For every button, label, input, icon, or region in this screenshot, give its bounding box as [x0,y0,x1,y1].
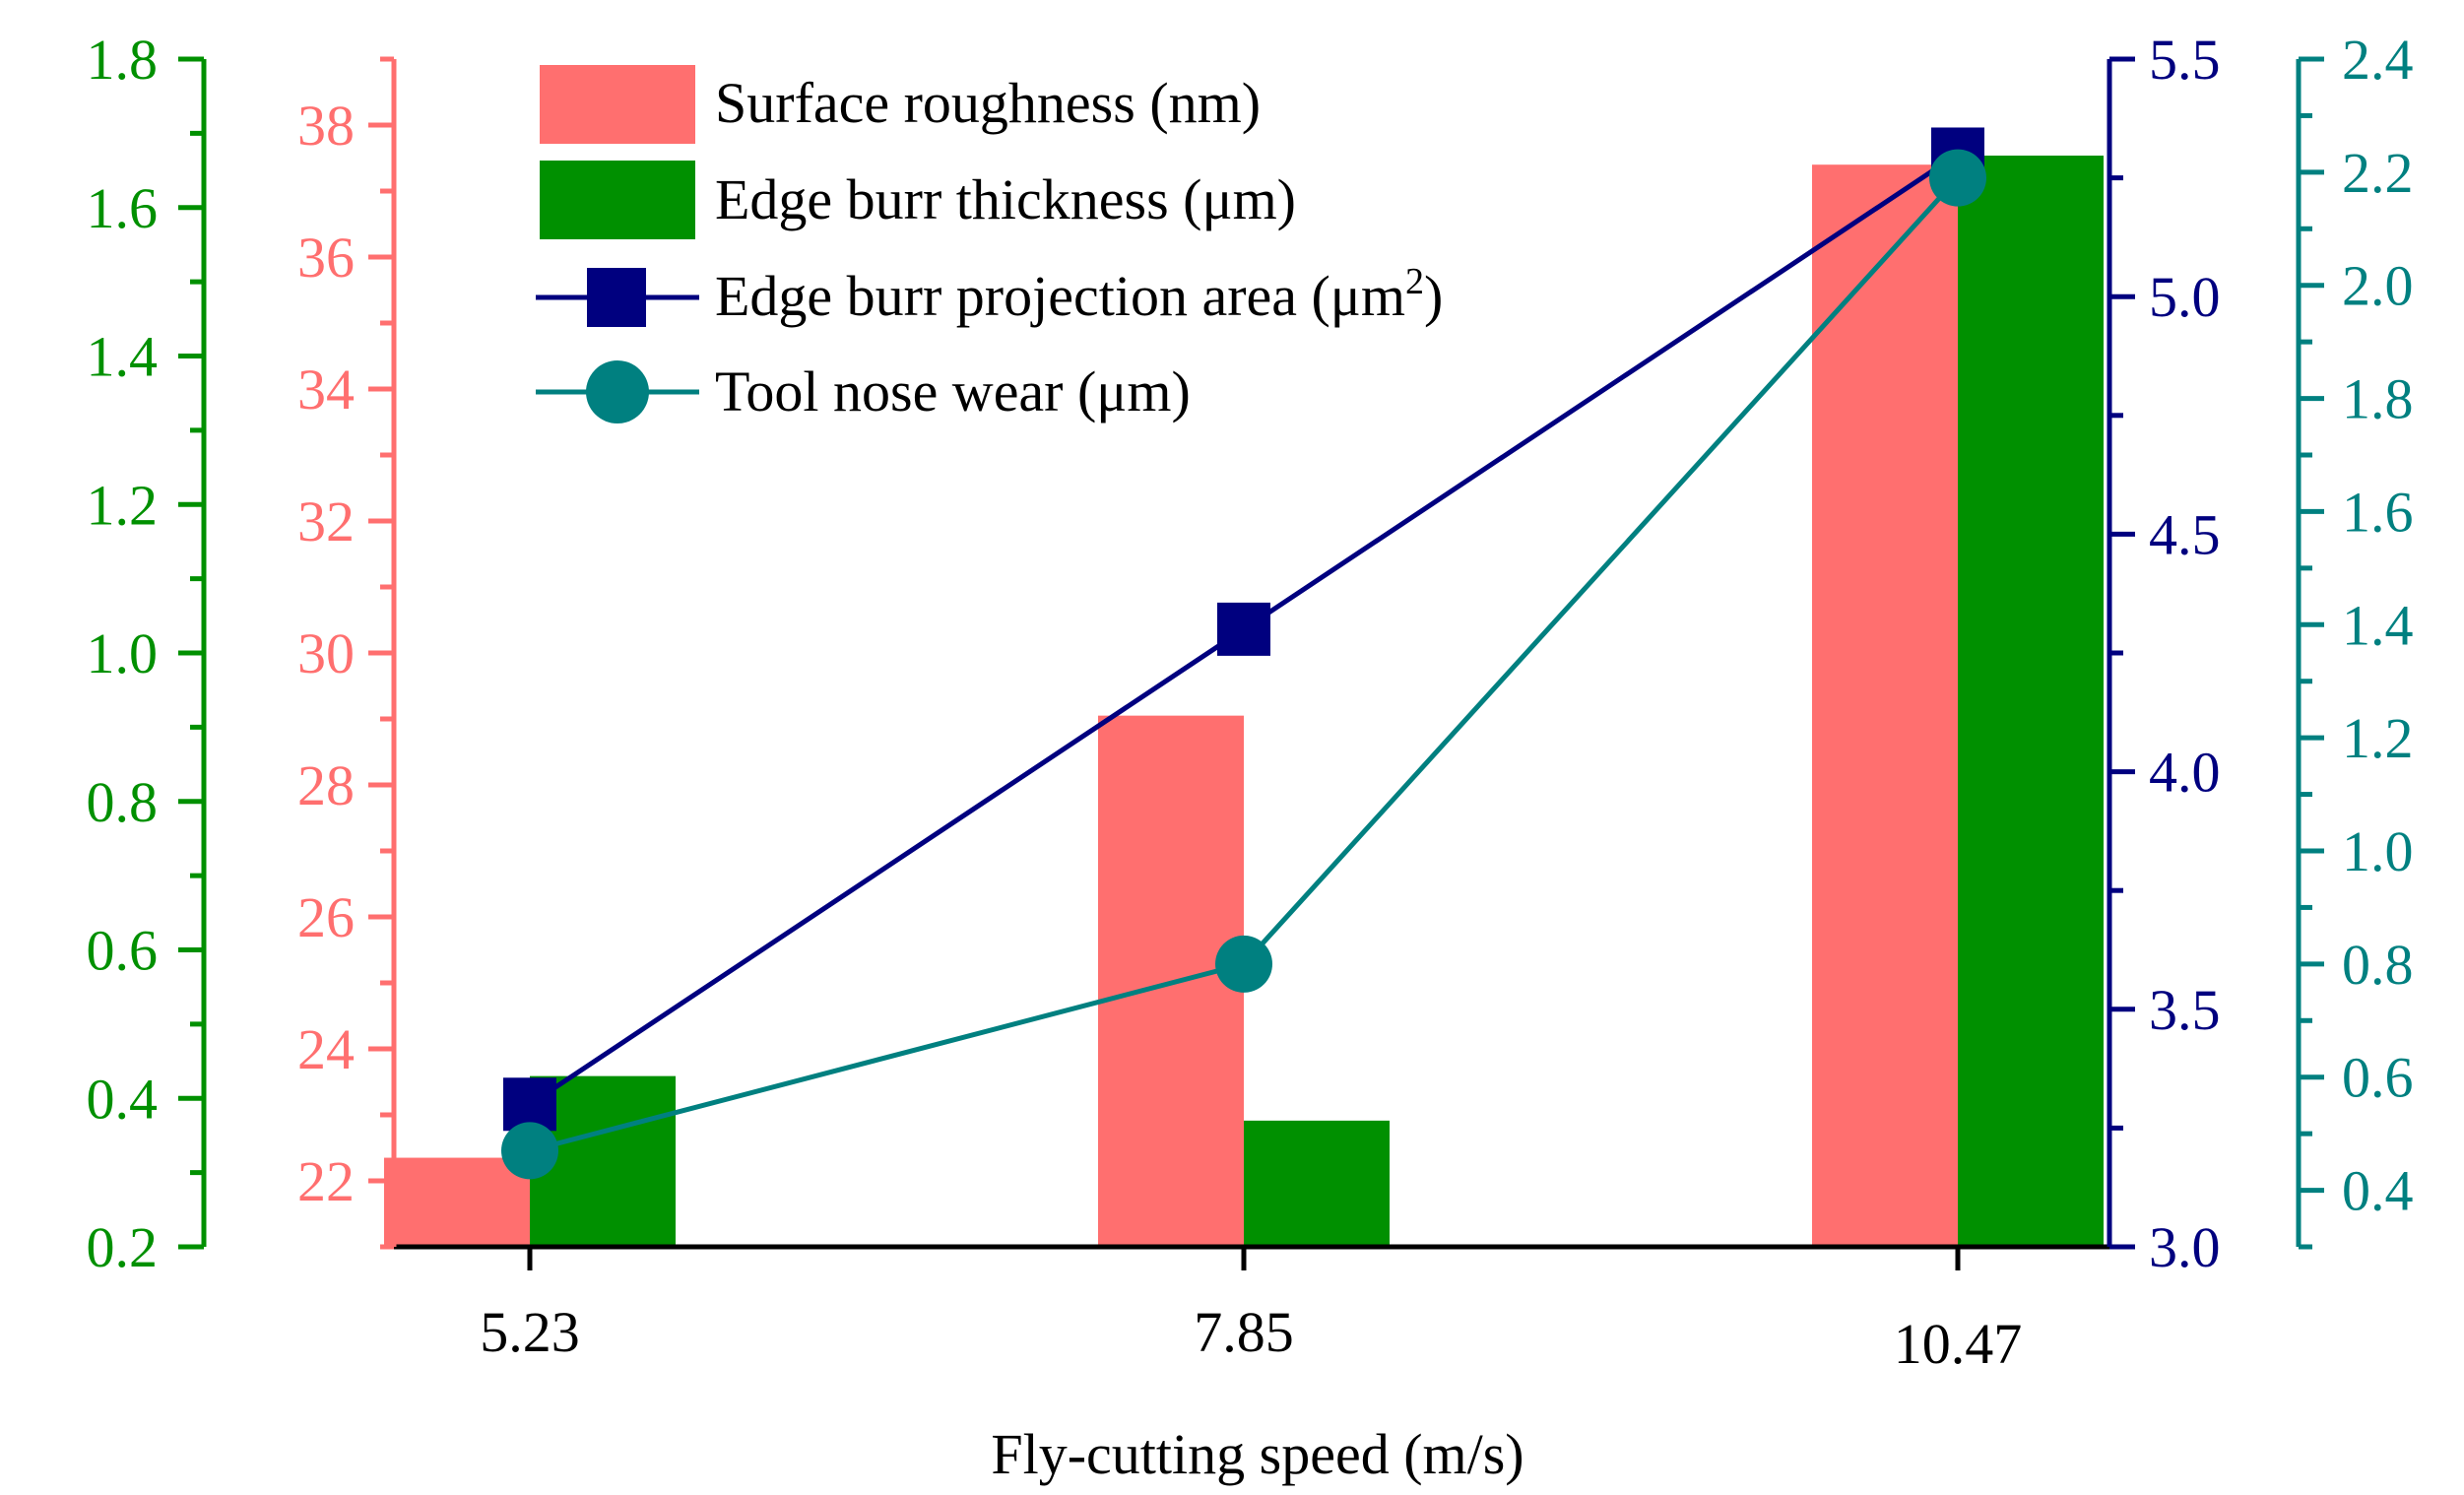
y-tick-label-burr_thickness: 0.4 [87,1067,159,1131]
legend-marker-square [587,268,646,327]
legend-swatch-burr-thickness [540,161,695,239]
y-tick-label-roughness: 38 [297,94,355,158]
y-tick-label-roughness: 26 [297,885,355,949]
y-tick-label-roughness: 36 [297,226,355,290]
point-nose-wear-7.85 [1215,935,1272,993]
y-tick-label-projection_area: 5.5 [2149,28,2221,92]
legend-label-projection-area: Edge burr projection area (μm2) [715,261,1443,328]
axes-layer: 5.23 7.85 10.47 0.2 0.4 0.6 0.8 1.0 1.2 1.4 1.6 1.8… [87,28,2414,1376]
y-tick-label-burr_thickness: 1.8 [87,28,159,92]
y-tick-label-burr_thickness: 0.6 [87,919,159,983]
bar-burr-thickness-7.85 [1244,1120,1390,1247]
y-tick-label-projection_area: 4.0 [2149,741,2221,805]
bar-roughness-10.47 [1812,164,1958,1248]
legend-label-nose-wear: Tool nose wear (μm) [715,359,1191,423]
y-tick-label-nose_wear: 0.6 [2342,1046,2414,1110]
y-tick-label-burr_thickness: 1.0 [87,621,159,685]
y-tick-label-nose_wear: 1.6 [2342,480,2414,544]
legend-label-projection-area-main: Edge burr projection area (μm [715,264,1405,328]
y-tick-label-nose_wear: 2.0 [2342,254,2414,318]
y-tick-label-nose_wear: 0.4 [2342,1159,2414,1223]
y-tick-label-projection_area: 3.5 [2149,978,2221,1042]
y-tick-label-roughness: 30 [297,621,355,685]
y-tick-label-projection_area: 4.5 [2149,502,2221,566]
legend-label-superscript: 2 [1405,261,1424,302]
y-tick-label-nose_wear: 2.4 [2342,28,2414,92]
lines-layer [501,127,1986,1180]
y-tick-label-nose_wear: 1.8 [2342,367,2414,431]
legend-label-roughness: Surface roughness (nm) [715,71,1261,135]
legend-label-close-paren: ) [1424,264,1443,328]
point-projection-area-5.23 [503,1077,556,1132]
x-tick-label: 7.85 [1194,1300,1294,1364]
y-tick-label-roughness: 34 [297,358,355,422]
y-tick-label-burr_thickness: 1.6 [87,176,159,240]
y-tick-label-burr_thickness: 0.2 [87,1215,159,1279]
legend-swatch-roughness [540,65,695,144]
y-tick-label-burr_thickness: 0.8 [87,770,159,834]
y-tick-label-roughness: 24 [297,1017,355,1081]
y-tick-label-burr_thickness: 1.4 [87,325,159,389]
x-tick-label: 5.23 [480,1300,580,1364]
point-nose-wear-5.23 [501,1122,558,1180]
y-tick-label-nose_wear: 1.4 [2342,593,2414,657]
legend: Surface roughness (nm) Edge burr thickne… [536,65,1443,423]
bar-burr-thickness-10.47 [1958,155,2104,1247]
y-tick-label-projection_area: 5.0 [2149,265,2221,329]
y-tick-label-nose_wear: 0.8 [2342,933,2414,997]
y-tick-label-nose_wear: 1.2 [2342,706,2414,770]
legend-label-burr-thickness: Edge burr thickness (μm) [715,167,1296,231]
bar-roughness-5.23 [384,1157,530,1247]
y-tick-label-roughness: 32 [297,489,355,553]
y-tick-label-projection_area: 3.0 [2149,1215,2221,1279]
y-tick-label-nose_wear: 1.0 [2342,819,2414,883]
point-nose-wear-10.47 [1929,149,1986,207]
y-tick-label-roughness: 28 [297,753,355,817]
point-projection-area-7.85 [1217,602,1270,656]
x-axis-title: Fly-cutting speed (m/s) [991,1422,1524,1486]
legend-marker-circle [586,360,649,423]
y-tick-label-burr_thickness: 1.2 [87,473,159,537]
y-tick-label-roughness: 22 [297,1149,355,1213]
y-tick-label-nose_wear: 2.2 [2342,141,2414,205]
x-tick-label: 10.47 [1894,1312,2023,1376]
